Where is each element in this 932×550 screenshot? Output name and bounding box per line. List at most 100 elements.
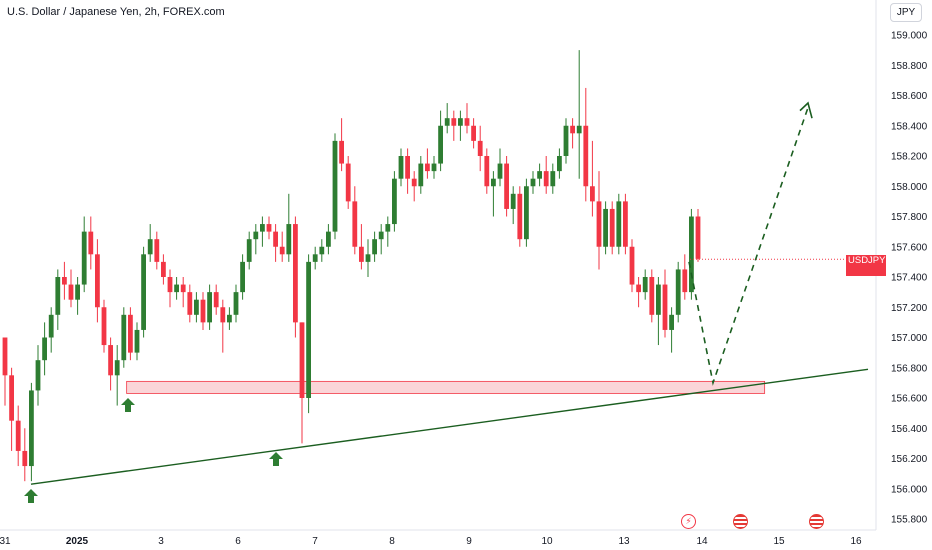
candle-body <box>134 329 140 353</box>
us-flag-icon[interactable] <box>809 514 824 529</box>
y-tick-label: 157.600 <box>891 242 928 253</box>
candle-body <box>372 239 377 255</box>
candle-body <box>517 193 523 240</box>
candle-body <box>695 216 701 259</box>
candle-body <box>2 337 8 376</box>
last-price-value: 157.517 <box>892 255 927 266</box>
candle-body <box>497 163 503 179</box>
y-tick-label: 158.400 <box>891 121 928 132</box>
candle-body <box>141 254 146 330</box>
candle-body <box>405 156 410 179</box>
candle-body <box>385 224 391 232</box>
candle-body <box>451 118 457 126</box>
candle-body <box>29 390 34 467</box>
y-tick-label: 156.800 <box>891 363 928 374</box>
candle-body <box>484 156 490 187</box>
candle-body <box>22 450 28 467</box>
y-tick-label: 158.800 <box>891 61 928 72</box>
candle-body <box>154 239 160 262</box>
candle-body <box>629 246 635 285</box>
x-tick-label: 8 <box>389 536 395 547</box>
candle-body <box>161 261 166 277</box>
candle-body <box>675 269 681 315</box>
last-price-tag: USDJPY 157.517 04:01 <box>846 255 926 276</box>
projection-path <box>688 107 809 386</box>
candle-body <box>326 231 331 247</box>
candle-body <box>649 277 655 315</box>
x-tick-label: 15 <box>773 536 785 547</box>
candle-body <box>253 231 259 240</box>
candle-body <box>319 246 325 255</box>
y-tick-label: 156.000 <box>891 484 928 495</box>
candle-body <box>642 277 648 293</box>
candle-body <box>213 292 219 308</box>
y-tick-label: 158.200 <box>891 152 928 163</box>
candle-body <box>392 178 397 225</box>
candle-body <box>180 284 186 293</box>
candle-body <box>312 254 318 262</box>
candle-body <box>266 224 272 232</box>
candle-body <box>524 186 529 240</box>
x-tick-label: 6 <box>235 536 241 547</box>
candle-body <box>557 156 562 172</box>
candle-body <box>207 292 212 323</box>
candle-body <box>352 201 358 247</box>
candle-body <box>570 125 575 134</box>
candle-body <box>240 261 245 293</box>
x-tick-label: 13 <box>618 536 630 547</box>
candle-body <box>596 201 602 247</box>
currency-button[interactable]: JPY <box>890 3 922 22</box>
candle-body <box>55 277 61 315</box>
ascending-trendline <box>30 368 869 485</box>
candle-body <box>438 125 443 164</box>
candle-body <box>471 125 476 141</box>
candle-body <box>81 231 87 285</box>
x-tick-label: 9 <box>466 536 472 547</box>
symbol-label: USDJPY <box>848 255 886 266</box>
projection-arrowhead <box>799 101 813 119</box>
candle-body <box>458 118 463 126</box>
candle-body <box>220 307 226 323</box>
buy-arrow-marker <box>269 452 283 466</box>
candle-body <box>233 292 239 315</box>
candle-body <box>543 171 549 187</box>
candle-body <box>339 140 344 164</box>
candle-body <box>477 140 483 156</box>
candle-body <box>174 284 179 293</box>
y-tick-label: 157.000 <box>891 333 928 344</box>
candle-body <box>9 375 14 421</box>
candle-body <box>260 224 265 232</box>
candle-body <box>345 163 351 202</box>
lightning-icon[interactable]: ⚡ <box>681 514 696 529</box>
candle-body <box>299 322 305 398</box>
candle-body <box>279 246 285 255</box>
y-tick-label: 156.400 <box>891 424 928 435</box>
candle-body <box>62 277 67 285</box>
candle-body <box>464 118 470 126</box>
candle-body <box>101 307 107 346</box>
candle-body <box>444 118 450 126</box>
candle-body <box>121 314 127 361</box>
y-tick-label: 159.000 <box>891 31 928 42</box>
candle-body <box>68 284 74 300</box>
candle-body <box>293 224 298 323</box>
candle-body <box>194 299 199 315</box>
x-tick-label: 31 <box>0 536 11 547</box>
buy-arrow-marker <box>24 489 38 503</box>
y-tick-label: 157.800 <box>891 212 928 223</box>
candle-body <box>273 231 278 247</box>
us-flag-icon[interactable] <box>733 514 748 529</box>
y-tick-label: 155.800 <box>891 515 928 526</box>
y-tick-label: 157.200 <box>891 303 928 314</box>
candle-body <box>75 284 80 300</box>
candle-body <box>365 254 371 262</box>
candle-body <box>656 284 661 315</box>
candle-body <box>530 178 536 187</box>
x-tick-label: 7 <box>312 536 318 547</box>
x-tick-label: 16 <box>850 536 862 547</box>
candle-body <box>563 125 569 156</box>
candle-body <box>504 163 509 209</box>
candle-body <box>359 246 364 262</box>
